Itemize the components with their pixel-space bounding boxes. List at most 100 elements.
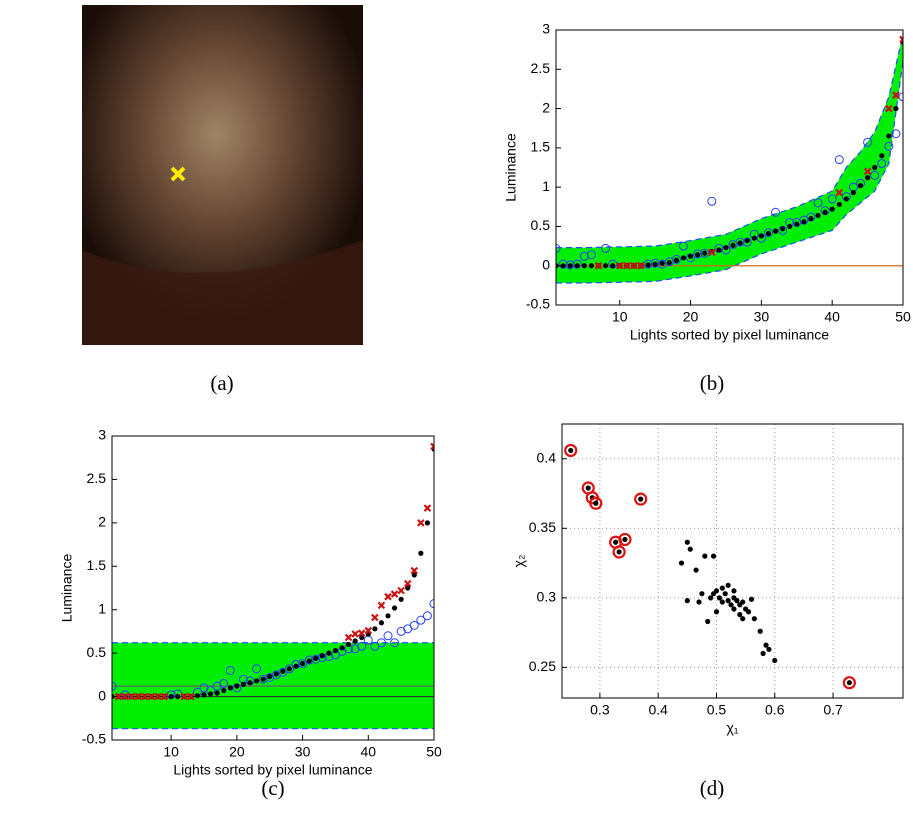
point bbox=[565, 260, 575, 270]
point bbox=[751, 616, 757, 622]
point bbox=[623, 261, 631, 270]
point bbox=[842, 676, 856, 690]
chart: 10 20 30 40 50 -0.5 0 0.5 1 1.5 2 2.5 3 Lights sorted… bbox=[503, 21, 911, 395]
point bbox=[364, 626, 373, 635]
point-ring bbox=[589, 496, 603, 510]
point bbox=[385, 613, 391, 619]
point bbox=[574, 263, 580, 269]
x-tick-label: 0.4 bbox=[648, 702, 668, 718]
x-tick-label: 40 bbox=[824, 309, 840, 325]
point bbox=[700, 248, 710, 258]
point bbox=[284, 664, 294, 674]
point bbox=[313, 655, 319, 661]
point bbox=[168, 693, 174, 700]
point bbox=[678, 241, 688, 251]
x-tick-label: 0.3 bbox=[590, 702, 610, 718]
point bbox=[758, 233, 764, 239]
point bbox=[430, 442, 434, 451]
point bbox=[684, 598, 690, 604]
y-tick-label: 2 bbox=[98, 514, 106, 530]
y-tick-label: 0 bbox=[542, 256, 550, 272]
point bbox=[416, 615, 426, 625]
y-tick-label: 3 bbox=[98, 427, 106, 443]
point bbox=[199, 683, 209, 693]
point bbox=[702, 250, 708, 256]
point bbox=[843, 196, 849, 202]
y-tick-label: 0.5 bbox=[87, 644, 107, 660]
point bbox=[304, 655, 314, 665]
point bbox=[567, 263, 573, 269]
point bbox=[630, 261, 638, 270]
x-tick-label: 30 bbox=[295, 744, 311, 760]
point bbox=[201, 692, 207, 698]
y-tick-label: 3 bbox=[542, 21, 550, 37]
point bbox=[396, 626, 406, 636]
point bbox=[160, 692, 169, 701]
y-tick-label: 0.3 bbox=[537, 589, 557, 605]
point bbox=[787, 223, 793, 230]
point bbox=[610, 263, 616, 269]
x-tick-label: 20 bbox=[683, 309, 699, 325]
point bbox=[684, 539, 690, 545]
point bbox=[822, 209, 828, 215]
point bbox=[350, 644, 360, 654]
point bbox=[378, 620, 385, 626]
y-tick-label: 1 bbox=[98, 600, 106, 616]
point bbox=[359, 634, 365, 641]
point bbox=[687, 546, 693, 552]
point bbox=[397, 586, 405, 595]
x-axis-label: χ₁ bbox=[726, 720, 738, 736]
point bbox=[240, 681, 247, 688]
point bbox=[371, 613, 379, 622]
point bbox=[409, 620, 419, 630]
y-tick-label: 2 bbox=[542, 99, 550, 115]
x-tick-label: 0.6 bbox=[765, 702, 785, 718]
point bbox=[794, 221, 800, 227]
point bbox=[771, 207, 781, 217]
point bbox=[772, 657, 778, 664]
point bbox=[351, 630, 359, 638]
point bbox=[772, 228, 779, 234]
point bbox=[735, 237, 745, 247]
point bbox=[615, 261, 624, 270]
y-tick-label: 0 bbox=[98, 687, 106, 703]
point bbox=[899, 35, 903, 44]
x-tick-label: 10 bbox=[163, 744, 179, 760]
point bbox=[760, 650, 766, 657]
marker-cross bbox=[170, 166, 186, 182]
point bbox=[731, 606, 737, 612]
point bbox=[725, 582, 731, 588]
point bbox=[376, 638, 386, 648]
point bbox=[417, 519, 425, 527]
point bbox=[707, 196, 717, 206]
point bbox=[390, 590, 399, 598]
axes-box bbox=[111, 435, 435, 741]
point bbox=[127, 692, 136, 701]
point bbox=[678, 560, 685, 566]
chart: 10 20 30 40 50 -0.5 0 0.5 1 1.5 2 2.5 3 Lights sorted… bbox=[59, 427, 442, 800]
point bbox=[763, 228, 773, 238]
point bbox=[112, 681, 117, 691]
point bbox=[154, 692, 162, 701]
x-axis-label: Lights sorted by pixel luminance bbox=[630, 327, 829, 343]
point bbox=[390, 638, 400, 648]
point bbox=[827, 194, 837, 204]
point bbox=[280, 668, 286, 674]
point-core bbox=[638, 496, 644, 502]
y-tick-label: 0.5 bbox=[531, 217, 551, 233]
point bbox=[187, 692, 195, 701]
x-tick-label: 50 bbox=[426, 744, 442, 760]
x-tick-label: 50 bbox=[895, 309, 911, 325]
point bbox=[885, 104, 893, 113]
y-tick-label: 1.5 bbox=[87, 557, 107, 573]
point bbox=[418, 550, 424, 556]
point bbox=[716, 247, 722, 253]
point bbox=[801, 219, 807, 225]
point bbox=[556, 243, 561, 253]
point bbox=[737, 611, 743, 618]
point-ring bbox=[618, 532, 632, 547]
point bbox=[258, 674, 268, 684]
point bbox=[740, 599, 746, 605]
point bbox=[589, 496, 603, 510]
point bbox=[581, 263, 587, 269]
